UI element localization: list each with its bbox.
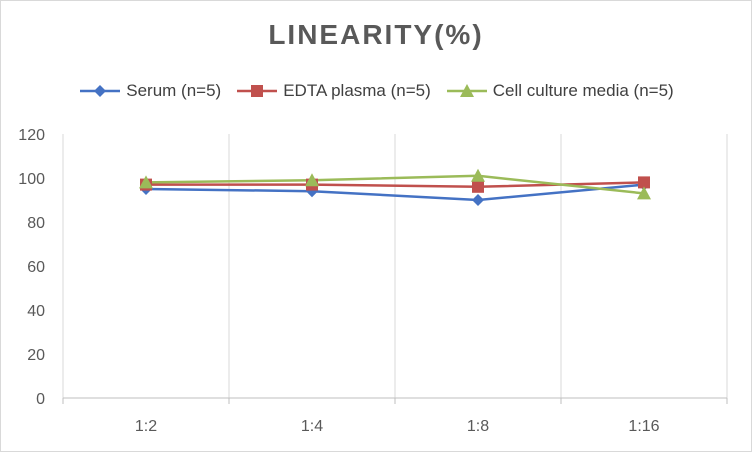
legend-marker-edta-plasma: [237, 85, 278, 97]
data-point-cell-culture-media: [305, 173, 319, 187]
y-tick-label: 80: [27, 215, 45, 232]
data-point-serum: [472, 194, 484, 206]
legend-label-cell-culture-media: Cell culture media (n=5): [492, 81, 674, 100]
y-tick-label: 100: [18, 171, 45, 188]
data-point-cell-culture-media: [471, 168, 485, 182]
legend: Serum (n=5) EDTA plasma (n=5) Cell cultu…: [1, 81, 751, 101]
legend-label-edta-plasma: EDTA plasma (n=5): [283, 81, 431, 100]
y-tick-label: 120: [18, 127, 45, 144]
y-tick-label: 0: [36, 391, 45, 408]
legend-marker: [459, 84, 474, 97]
legend-marker-serum: [80, 85, 121, 97]
data-point-cell-culture-media: [139, 175, 153, 189]
y-tick-label: 20: [27, 347, 45, 364]
legend-label-serum: Serum (n=5): [126, 81, 222, 100]
y-tick-label: 40: [27, 303, 45, 320]
data-point-cell-culture-media: [637, 186, 651, 200]
data-point-edta-plasma: [638, 176, 650, 189]
data-point-edta-plasma: [472, 180, 484, 193]
series-line-serum: [145, 183, 645, 202]
legend-item-edta-plasma: EDTA plasma (n=5): [235, 81, 431, 101]
x-tick-label: 1:8: [467, 418, 489, 435]
series-line-cell-culture-media: [145, 174, 645, 195]
x-tick-label: 1:4: [301, 418, 323, 435]
legend-marker: [251, 85, 264, 97]
x-tick-label: 1:2: [135, 418, 157, 435]
legend-marker-cell-culture-media: [446, 84, 487, 97]
legend-marker: [94, 85, 107, 97]
legend-item-cell-culture-media: Cell culture media (n=5): [445, 81, 674, 101]
legend-item-serum: Serum (n=5): [78, 81, 221, 101]
chart-title: LINEARITY(%): [268, 19, 484, 50]
x-tick-label: 1:16: [628, 418, 659, 435]
y-tick-label: 60: [27, 259, 45, 276]
